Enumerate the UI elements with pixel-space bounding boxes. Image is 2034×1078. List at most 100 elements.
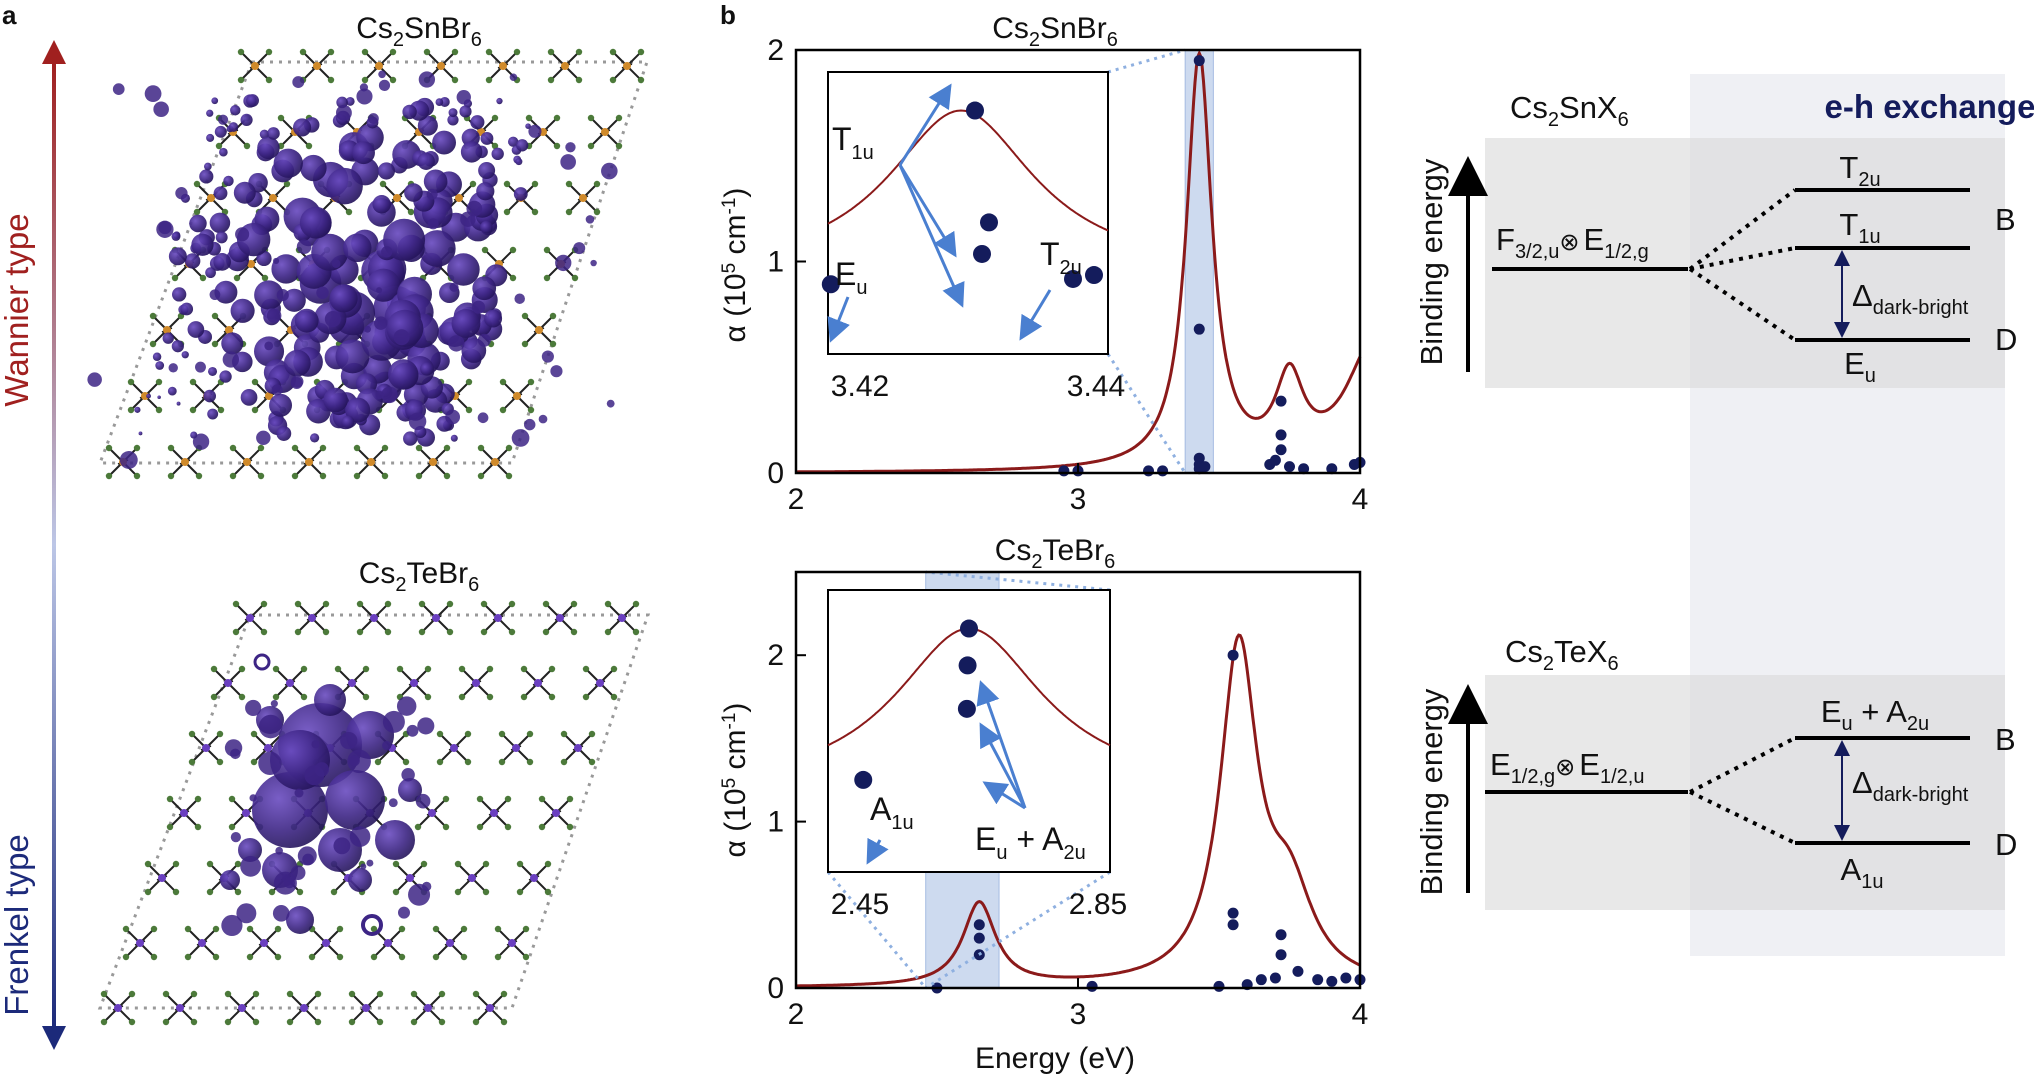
exciton-point <box>1269 454 1281 466</box>
isosurface-lobe <box>450 434 458 442</box>
metal-atom <box>455 194 463 202</box>
zoom-line <box>1107 48 1186 74</box>
isosurface-lobe <box>209 289 221 301</box>
metal-atom <box>362 1004 370 1012</box>
metal-atom <box>406 874 414 882</box>
br-atom <box>217 406 225 414</box>
metal-atom <box>198 939 206 947</box>
br-atom <box>294 628 302 636</box>
isosurface-lobe <box>175 187 188 200</box>
metal-atom <box>348 679 356 687</box>
br-atom <box>252 990 260 998</box>
br-atom <box>566 823 574 831</box>
br-atom <box>415 444 423 452</box>
inset-exciton-point <box>958 656 977 675</box>
br-atom <box>465 406 473 414</box>
inset-exciton-point <box>960 619 978 638</box>
isosurface-lobe <box>269 393 293 417</box>
metal-atom <box>242 809 250 817</box>
isosurface-lobe <box>168 247 187 266</box>
br-atom <box>319 472 327 480</box>
br-atom <box>402 758 410 766</box>
isosurface-lobe <box>606 399 615 408</box>
exciton-point <box>1292 965 1304 977</box>
octahedron <box>432 925 468 961</box>
br-atom <box>300 693 308 701</box>
br-atom <box>155 406 163 414</box>
br-atom <box>531 180 539 188</box>
br-atom <box>210 665 218 673</box>
isosurface-lobe <box>223 175 234 187</box>
br-atom <box>250 730 258 738</box>
exciton-point <box>1058 465 1070 477</box>
br-atom <box>144 860 152 868</box>
metal-atom <box>574 744 582 752</box>
metal-atom <box>432 614 440 622</box>
br-atom <box>542 600 550 608</box>
isosurface-lobe <box>205 267 216 279</box>
isosurface-lobe <box>294 308 319 333</box>
br-atom <box>465 378 473 386</box>
br-atom <box>172 860 180 868</box>
isosurface-lobe <box>297 846 317 866</box>
x-tick-label: 4 <box>1352 483 1369 516</box>
br-atom <box>300 665 308 673</box>
te-parent-state: E1/2,g⊗ E1/2,u <box>1490 747 1644 788</box>
te-chart-title: Cs2TeBr6 <box>995 534 1116 573</box>
isosurface-lobe <box>372 195 391 214</box>
metal-atom <box>136 939 144 947</box>
isosurface-lobe <box>138 431 143 436</box>
octahedron <box>604 600 640 636</box>
isosurface-lobe <box>217 114 229 125</box>
br-atom <box>454 860 462 868</box>
br-atom <box>472 1018 480 1026</box>
br-atom <box>482 888 490 896</box>
sn-level-box <box>1485 138 2005 388</box>
br-atom <box>234 888 242 896</box>
br-atom <box>469 180 477 188</box>
octahedron <box>100 990 136 1026</box>
br-atom <box>500 990 508 998</box>
isosurface-lobe <box>203 389 216 403</box>
isosurface-lobe <box>157 395 161 400</box>
br-atom <box>327 48 335 56</box>
br-atom <box>260 628 268 636</box>
isosurface-lobe <box>215 231 228 244</box>
octahedron <box>458 665 494 701</box>
isosurface-lobe <box>249 794 257 802</box>
isosurface-lobe <box>364 325 371 333</box>
br-atom <box>531 208 539 216</box>
isosurface-lobe <box>401 767 415 782</box>
metal-atom <box>158 874 166 882</box>
br-atom <box>268 888 276 896</box>
octahedron <box>232 600 268 636</box>
br-atom <box>211 340 219 348</box>
isosurface-lobe <box>213 186 228 201</box>
br-atom <box>206 860 214 868</box>
br-atom <box>415 472 423 480</box>
isosurface-lobe <box>208 366 218 377</box>
octahedron <box>184 925 220 961</box>
br-atom <box>560 730 568 738</box>
isosurface-lobe <box>406 724 419 737</box>
isosurface-lobe <box>516 139 529 152</box>
metal-atom <box>561 62 569 70</box>
metal-atom <box>308 614 316 622</box>
br-atom <box>149 312 157 320</box>
inset-exciton-point <box>854 770 873 789</box>
isosurface-lobe <box>240 855 262 877</box>
te-y-axis-label: α (105 cm-1) <box>719 703 752 858</box>
zoom-line <box>826 871 927 989</box>
sn-dark-letter: D <box>1995 322 2017 357</box>
isosurface-lobe <box>240 389 258 406</box>
metal-atom <box>264 744 272 752</box>
br-atom <box>522 925 530 933</box>
br-atom <box>521 312 529 320</box>
exciton-point <box>1275 444 1287 456</box>
br-atom <box>334 665 342 673</box>
isosurface-lobe <box>538 414 548 424</box>
octahedron <box>237 48 273 84</box>
isosurface-lobe <box>245 699 262 716</box>
metal-atom <box>247 260 255 268</box>
br-atom <box>398 953 406 961</box>
